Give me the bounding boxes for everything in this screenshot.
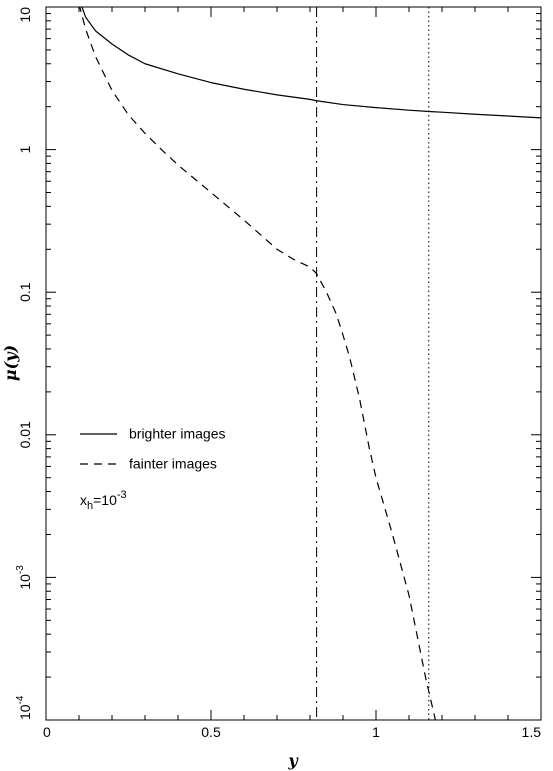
y-tick-label-5: 10-4 [15, 695, 33, 720]
y-tick-label-3: 0.01 [17, 421, 33, 448]
annotation-base: x [80, 492, 87, 508]
legend: brighter images fainter images [80, 426, 226, 472]
x-tick-label-3: 1.5 [522, 724, 542, 740]
annotation-sup: -3 [117, 489, 127, 501]
svg-text:10-4: 10-4 [15, 695, 33, 720]
annotation-eq: =10 [93, 492, 117, 508]
svg-text:0.1: 0.1 [17, 282, 33, 302]
annotation-sub: h [87, 500, 93, 512]
svg-text:1: 1 [17, 145, 33, 153]
x-tick-label-1: 0.5 [201, 724, 221, 740]
y-tick-label-2: 0.1 [17, 282, 33, 302]
y-tick-label-0: 10 [17, 7, 33, 23]
legend-label-brighter: brighter images [129, 426, 226, 442]
y-tick-label-1: 1 [17, 145, 33, 153]
y-axis-label: μ(y) [1, 345, 20, 381]
legend-label-fainter: fainter images [129, 456, 217, 472]
ticks: 0 0.5 1 1.5 10 1 0.1 0.01 10-3 10-4 [15, 6, 542, 740]
x-axis-label: y [287, 751, 299, 770]
svg-text:0.01: 0.01 [17, 421, 33, 448]
series-line-solid [81, 7, 541, 119]
x-tick-label-0: 0 [43, 724, 51, 740]
x-tick-label-2: 1 [372, 724, 380, 740]
y-tick-label-4: 10-3 [15, 565, 33, 590]
reference-lines [316, 7, 430, 720]
series-group [79, 7, 541, 720]
parameter-annotation: xh=10-3 [80, 489, 127, 512]
series-line-dashed [79, 7, 436, 720]
svg-text:10: 10 [17, 7, 33, 23]
svg-text:10-3: 10-3 [15, 565, 33, 590]
plot-frame [45, 6, 542, 721]
